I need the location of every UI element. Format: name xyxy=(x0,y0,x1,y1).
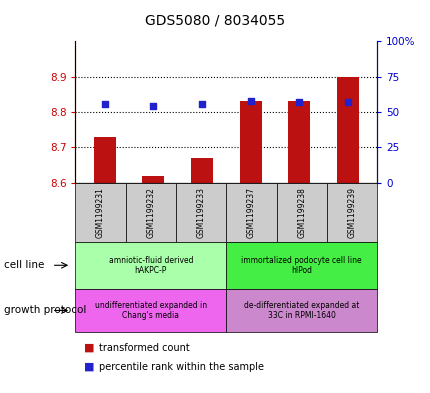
Text: growth protocol: growth protocol xyxy=(4,305,86,316)
Point xyxy=(150,103,157,110)
Text: GSM1199239: GSM1199239 xyxy=(347,187,356,238)
Text: undifferentiated expanded in
Chang's media: undifferentiated expanded in Chang's med… xyxy=(95,301,206,320)
Bar xyxy=(239,101,261,183)
Text: GDS5080 / 8034055: GDS5080 / 8034055 xyxy=(145,14,285,28)
Text: transformed count: transformed count xyxy=(99,343,190,353)
Point xyxy=(101,100,108,107)
Bar xyxy=(336,77,358,183)
Point xyxy=(198,100,205,107)
Bar xyxy=(190,158,212,183)
Text: GSM1199232: GSM1199232 xyxy=(146,187,155,238)
Bar xyxy=(93,137,115,183)
Text: amniotic-fluid derived
hAKPC-P: amniotic-fluid derived hAKPC-P xyxy=(108,255,193,275)
Text: immortalized podocyte cell line
hIPod: immortalized podocyte cell line hIPod xyxy=(241,255,361,275)
Text: GSM1199237: GSM1199237 xyxy=(246,187,255,238)
Point xyxy=(295,99,302,105)
Text: de-differentiated expanded at
33C in RPMI-1640: de-differentiated expanded at 33C in RPM… xyxy=(243,301,359,320)
Point xyxy=(246,97,253,104)
Point xyxy=(344,99,350,105)
Text: ■: ■ xyxy=(84,343,94,353)
Bar xyxy=(142,176,164,183)
Text: GSM1199238: GSM1199238 xyxy=(297,187,305,238)
Text: GSM1199231: GSM1199231 xyxy=(96,187,105,238)
Text: ■: ■ xyxy=(84,362,94,372)
Text: GSM1199233: GSM1199233 xyxy=(196,187,205,238)
Bar xyxy=(288,101,310,183)
Text: cell line: cell line xyxy=(4,260,45,270)
Text: percentile rank within the sample: percentile rank within the sample xyxy=(99,362,264,372)
